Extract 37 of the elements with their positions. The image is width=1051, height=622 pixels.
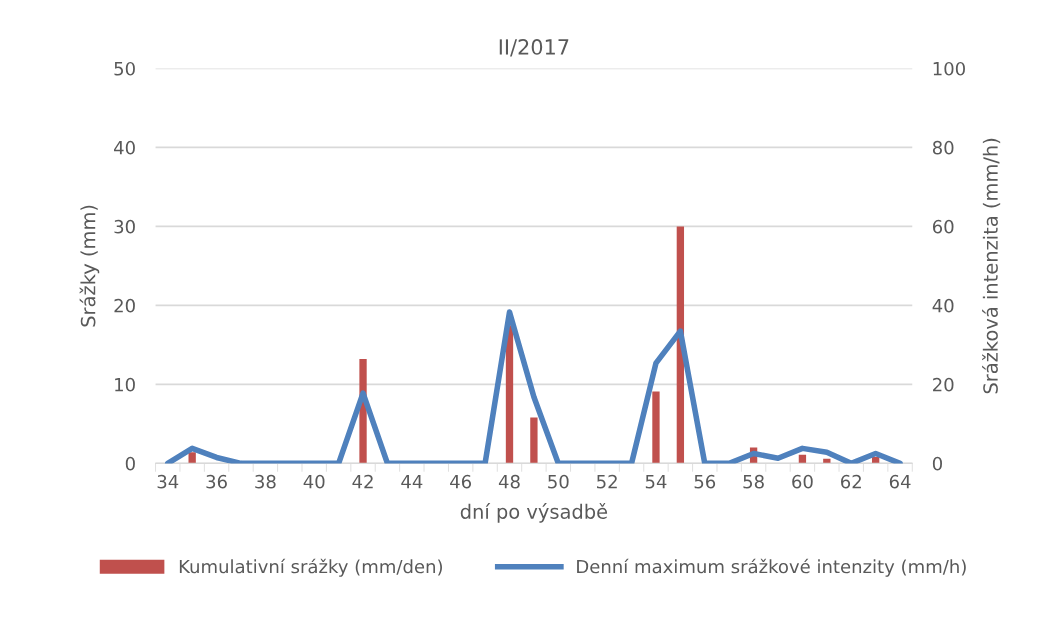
y2-tick-label: 60: [932, 219, 954, 234]
y2-tick-label: 100: [933, 61, 965, 76]
x-tick-label: 40: [303, 474, 325, 489]
y-tick-label: 30: [114, 219, 135, 234]
x-tick-label: 62: [841, 474, 861, 489]
x-tick-label: 54: [645, 475, 667, 489]
y-tick-label: 10: [115, 377, 135, 392]
x-tick-label: 38: [255, 474, 276, 489]
bar: [530, 417, 538, 464]
x-tick-label: 64: [889, 474, 911, 489]
x-tick-label: 42: [352, 474, 373, 489]
legend-label: Kumulativní srážky (mm/den): [179, 558, 442, 577]
x-tick-label: 36: [206, 474, 227, 489]
y2-tick-label: 0: [932, 456, 942, 471]
legend-label: Denní maximum srážkové intenzity (mm/h): [577, 558, 966, 577]
y2-tick-label: 40: [932, 298, 954, 313]
y2-axis-title: Srážková intenzita (mm/h): [982, 138, 1001, 394]
x-tick-label: 60: [792, 474, 813, 489]
x-axis-title: dní po výsadbě: [460, 503, 608, 523]
y-tick-label: 50: [114, 61, 135, 76]
chart-title: II/2017: [499, 39, 569, 57]
y-tick-label: 20: [114, 298, 135, 313]
x-tick-label: 58: [743, 474, 764, 489]
x-tick-label: 34: [157, 474, 179, 489]
x-tick-label: 50: [548, 474, 569, 489]
y2-tick-label: 20: [933, 377, 954, 392]
y-axis-title: Srážky (mm): [79, 205, 100, 327]
bar: [188, 452, 196, 464]
x-tick-label: 48: [498, 474, 520, 489]
y2-tick-label: 80: [932, 140, 954, 155]
x-tick-label: 56: [694, 474, 716, 489]
y-tick-label: 0: [125, 456, 135, 471]
x-tick-label: 44: [401, 475, 423, 489]
x-tick-label: 52: [597, 474, 617, 489]
bar: [652, 391, 660, 464]
x-tick-label: 46: [450, 474, 472, 489]
y-tick-label: 40: [114, 140, 135, 155]
